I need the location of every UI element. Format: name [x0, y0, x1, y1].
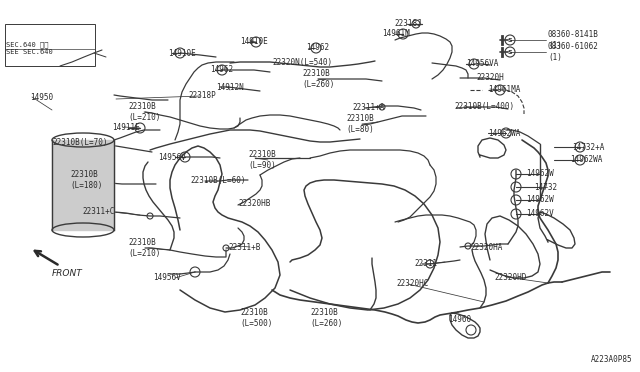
Text: 22310B
(L=210): 22310B (L=210)	[128, 238, 161, 258]
Text: 14962: 14962	[306, 44, 329, 52]
Text: 14910E: 14910E	[240, 36, 268, 45]
Text: 22318P: 22318P	[188, 92, 216, 100]
Text: 08360-61062
(1): 08360-61062 (1)	[548, 42, 599, 62]
Text: 14961MA: 14961MA	[488, 84, 520, 93]
Bar	[5, 24, 95, 66]
Text: S: S	[508, 38, 512, 42]
Text: 22311+B: 22311+B	[228, 243, 260, 251]
Text: 22310B
(L=210): 22310B (L=210)	[128, 102, 161, 122]
Text: 22310B
(L=260): 22310B (L=260)	[310, 308, 342, 328]
Text: 14956V: 14956V	[153, 273, 180, 282]
Text: 22320HC: 22320HC	[396, 279, 428, 289]
Text: 22320HB: 22320HB	[238, 199, 270, 208]
Text: 14962WA: 14962WA	[488, 128, 520, 138]
Text: 14962W: 14962W	[526, 170, 554, 179]
Text: 22310B(L=60): 22310B(L=60)	[190, 176, 246, 186]
Text: 14911E: 14911E	[112, 122, 140, 131]
Text: 22310B
(L=90): 22310B (L=90)	[248, 150, 276, 170]
Text: 22318J: 22318J	[394, 19, 422, 29]
Text: 14962V: 14962V	[526, 209, 554, 218]
Text: 22310B
(L=260): 22310B (L=260)	[302, 69, 334, 89]
Text: 14960: 14960	[448, 315, 471, 324]
Text: 14962: 14962	[210, 64, 233, 74]
Text: 14950: 14950	[30, 93, 53, 102]
Text: 22311+A: 22311+A	[352, 103, 385, 112]
Text: S: S	[508, 49, 512, 55]
Text: 22310B
(L=500): 22310B (L=500)	[240, 308, 273, 328]
Text: 22320HD: 22320HD	[494, 273, 526, 282]
Text: 22310B
(L=80): 22310B (L=80)	[346, 114, 374, 134]
Text: 14912N: 14912N	[216, 83, 244, 92]
Text: 14732+A: 14732+A	[572, 142, 604, 151]
Text: 14910E: 14910E	[168, 48, 196, 58]
Text: 22311+C: 22311+C	[82, 208, 115, 217]
Text: 14956V: 14956V	[158, 153, 186, 161]
Text: 22310B(L=400): 22310B(L=400)	[454, 103, 514, 112]
Text: 14961M: 14961M	[382, 29, 410, 38]
Text: SEC.640 参照
SEE SEC.640: SEC.640 参照 SEE SEC.640	[6, 41, 52, 55]
Text: 14962W: 14962W	[526, 196, 554, 205]
Text: 22310B(L=70): 22310B(L=70)	[52, 138, 108, 148]
Bar	[52, 140, 114, 230]
Text: 14962WA: 14962WA	[570, 155, 602, 164]
Text: 22310B
(L=180): 22310B (L=180)	[70, 170, 102, 190]
Text: 14956VA: 14956VA	[466, 60, 499, 68]
Text: 22320N(L=540): 22320N(L=540)	[272, 58, 332, 67]
Text: 22320HA: 22320HA	[470, 243, 502, 251]
Text: 22311: 22311	[414, 260, 437, 269]
Text: 22320H: 22320H	[476, 74, 504, 83]
Text: A223A0P85: A223A0P85	[590, 355, 632, 364]
Text: 14732: 14732	[534, 183, 557, 192]
Text: 08360-8141B
(1): 08360-8141B (1)	[548, 30, 599, 50]
Text: FRONT: FRONT	[52, 269, 83, 279]
